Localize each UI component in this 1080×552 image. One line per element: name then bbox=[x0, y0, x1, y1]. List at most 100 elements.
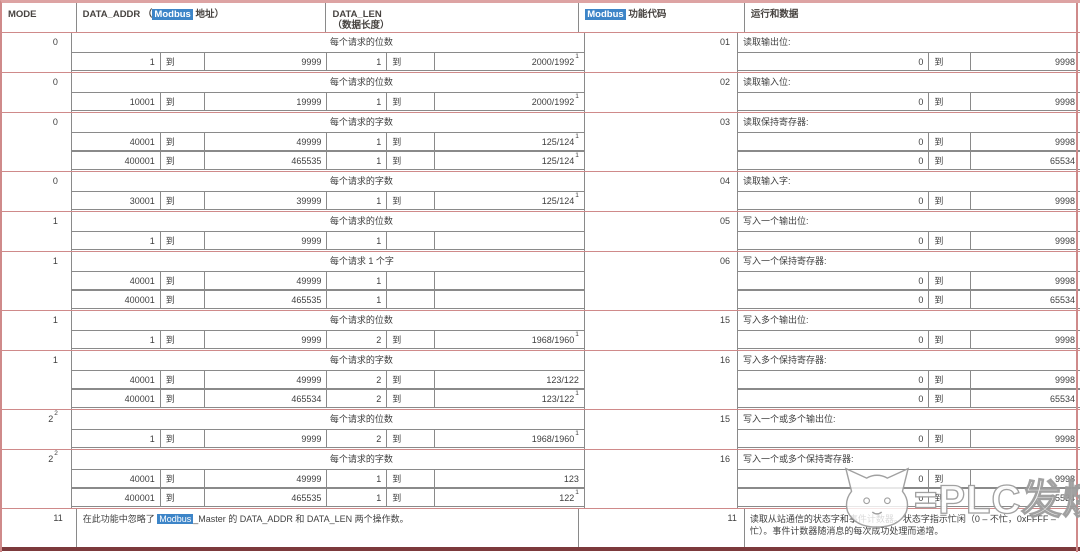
op-range-row: 0 到 9998 bbox=[738, 271, 1080, 290]
col-header-mode: MODE bbox=[8, 9, 37, 20]
operation-section: 读取保持寄存器: 0 到 9998 0 到 65534 bbox=[737, 113, 1080, 171]
op-range-row: 0 到 9998 bbox=[738, 469, 1080, 488]
len-min-cell: 1 bbox=[326, 272, 386, 289]
operation-section: 读取输入位: 0 到 9998 bbox=[737, 73, 1080, 112]
operation-label: 写入一个输出位: bbox=[743, 216, 809, 226]
len-min-cell: 1 bbox=[326, 192, 386, 209]
to-label: 到 bbox=[159, 390, 204, 407]
col-header-data-len: DATA_LEN （数据长度） bbox=[325, 3, 578, 32]
range-row: 1 到 9999 1 到 2000/19921 bbox=[71, 52, 584, 71]
op-value-cell: 9998 bbox=[970, 232, 1080, 249]
function-code-cell: 11 bbox=[578, 509, 744, 549]
op-range-row: 0 到 65534 bbox=[738, 389, 1080, 408]
function-code-cell: 06 bbox=[583, 252, 737, 310]
op-range-row: 0 到 65534 bbox=[738, 151, 1080, 170]
operation-description-cell: 读取从站通信的状态字和事件计数器。状态字指示忙闲（0 – 不忙，0xFFFF –… bbox=[743, 509, 1080, 549]
len-min-cell: 2 bbox=[326, 331, 386, 348]
to-label: 到 bbox=[928, 93, 970, 110]
function-code-cell: 16 bbox=[583, 450, 737, 508]
mode-cell: 22 bbox=[48, 450, 58, 464]
to-label: 到 bbox=[386, 93, 434, 110]
addr-from-cell: 40001 bbox=[129, 474, 155, 484]
mode-block: 0 每个请求的位数 1 到 9999 1 到 2000/19921 01 读取输出位: 0 到 9998 bbox=[2, 33, 1080, 73]
to-label: 到 bbox=[159, 470, 204, 487]
addr-from-cell: 1 bbox=[149, 57, 155, 67]
op-from-cell: 0 bbox=[918, 196, 924, 206]
addr-from-cell: 30001 bbox=[129, 196, 155, 206]
range-row: 40001 到 49999 1 到 125/1241 bbox=[71, 132, 584, 151]
len-label: 每个请求的字数 bbox=[329, 117, 393, 127]
to-label: 到 bbox=[386, 192, 434, 209]
len-min-cell: 1 bbox=[326, 93, 386, 110]
range-row: 30001 到 39999 1 到 125/1241 bbox=[71, 191, 584, 210]
len-label: 每个请求的位数 bbox=[329, 37, 393, 47]
mode-block: 1 每个请求 1 个字 40001 到 49999 1 400001 到 465535 1 06 写入… bbox=[2, 252, 1080, 311]
mode-block: 0 每个请求的字数 30001 到 39999 1 到 125/1241 04 读取输入字: 0 到 9… bbox=[2, 172, 1080, 212]
watermark: =PLC发烧友 bbox=[840, 463, 1080, 529]
op-range-row: 0 到 65534 bbox=[738, 488, 1080, 507]
operation-section: 写入多个输出位: 0 到 9998 bbox=[737, 311, 1080, 350]
to-label: 到 bbox=[928, 291, 970, 308]
op-value-cell: 65534 bbox=[970, 489, 1080, 506]
operation-section: 写入多个保持寄存器: 0 到 9998 0 到 65534 bbox=[737, 351, 1080, 409]
bottom-border-bar bbox=[2, 547, 1080, 551]
addr-to-cell: 9999 bbox=[203, 430, 327, 447]
to-label: 到 bbox=[928, 430, 970, 447]
len-max-cell: 1968/19601 bbox=[434, 331, 584, 348]
to-label: 到 bbox=[386, 489, 434, 506]
len-max-cell: 125/1241 bbox=[434, 133, 584, 150]
len-max-cell: 125/1241 bbox=[434, 152, 584, 169]
op-range-row: 0 到 9998 bbox=[738, 370, 1080, 389]
cat-logo-icon bbox=[844, 467, 910, 528]
len-label: 每个请求 1 个字 bbox=[329, 256, 394, 266]
len-min-cell: 1 bbox=[326, 291, 386, 308]
addr-len-section: 每个请求的位数 1 到 9999 2 到 1968/19601 bbox=[70, 311, 584, 350]
fc-suffix-label: 功能代码 bbox=[625, 9, 667, 20]
addr-len-section: 每个请求 1 个字 40001 到 49999 1 400001 到 465535 1 bbox=[70, 252, 584, 310]
mode-block: 1 每个请求的字数 40001 到 49999 2 到 123/122 400001 到 46553… bbox=[2, 351, 1080, 410]
right-border-bar bbox=[1076, 3, 1078, 552]
function-code-cell: 15 bbox=[583, 410, 737, 449]
to-label: 到 bbox=[159, 192, 204, 209]
addr-to-cell: 49999 bbox=[203, 470, 327, 487]
range-row: 40001 到 49999 1 到 123 bbox=[71, 469, 584, 488]
to-label: 到 bbox=[386, 390, 434, 407]
to-label: 到 bbox=[928, 390, 970, 407]
to-label: 到 bbox=[159, 53, 204, 70]
len-min-cell: 1 bbox=[326, 133, 386, 150]
op-value-cell: 9998 bbox=[970, 192, 1080, 209]
addr-to-cell: 465535 bbox=[203, 152, 327, 169]
len-max-cell: 125/1241 bbox=[434, 192, 584, 209]
addr-len-section: 每个请求的字数 40001 到 49999 1 到 125/1241 400001 到 46553… bbox=[70, 113, 584, 171]
addr-to-cell: 49999 bbox=[203, 272, 327, 289]
addr-from-cell: 400001 bbox=[124, 295, 155, 305]
op-range-row: 0 到 9998 bbox=[738, 132, 1080, 151]
len-label: 每个请求的字数 bbox=[329, 355, 393, 365]
addr-from-cell: 1 bbox=[149, 236, 155, 246]
mode-block: 0 每个请求的字数 40001 到 49999 1 到 125/1241 400001 到 4655… bbox=[2, 113, 1080, 172]
mode-cell: 11 bbox=[53, 513, 63, 523]
addr-to-cell: 9999 bbox=[203, 331, 327, 348]
to-label: 到 bbox=[928, 489, 970, 506]
mode-cell: 22 bbox=[48, 410, 58, 424]
function-code-cell: 16 bbox=[583, 351, 737, 409]
len-max-cell bbox=[434, 272, 584, 289]
function-code-cell: 05 bbox=[583, 212, 737, 251]
op-value-cell: 9998 bbox=[970, 93, 1080, 110]
len-max-cell: 2000/19921 bbox=[434, 53, 584, 70]
op-from-cell: 0 bbox=[918, 474, 924, 484]
range-row: 400001 到 465535 1 到 125/1241 bbox=[71, 151, 584, 170]
function-code-cell: 04 bbox=[583, 172, 737, 211]
op-from-cell: 0 bbox=[918, 236, 924, 246]
to-label: 到 bbox=[386, 53, 434, 70]
addr-len-section: 每个请求的位数 1 到 9999 1 bbox=[70, 212, 584, 251]
to-label: 到 bbox=[159, 232, 204, 249]
operation-label: 写入多个保持寄存器: bbox=[743, 355, 827, 365]
len-label: 每个请求的位数 bbox=[329, 77, 393, 87]
len-min-cell: 2 bbox=[326, 390, 386, 407]
mode-block: 22 每个请求的字数 40001 到 49999 1 到 123 400001 到 465535 1 到… bbox=[2, 450, 1080, 509]
addr-len-section: 每个请求的字数 30001 到 39999 1 到 125/1241 bbox=[70, 172, 584, 211]
mode-cell: 0 bbox=[52, 176, 58, 186]
range-row: 10001 到 19999 1 到 2000/19921 bbox=[71, 92, 584, 111]
col-header-data-addr: DATA_ADDR （Modbus 地址） bbox=[75, 3, 326, 32]
